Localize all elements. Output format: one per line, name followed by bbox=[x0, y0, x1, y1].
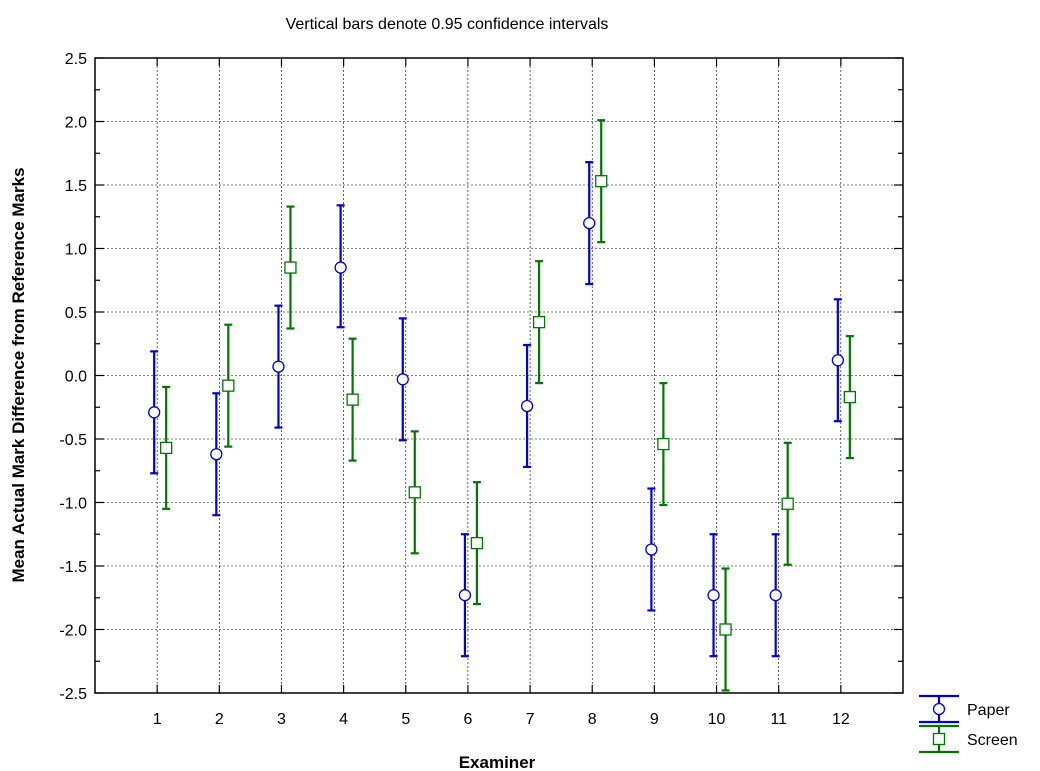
legend-item-screen: Screen bbox=[919, 724, 1018, 754]
data-point bbox=[408, 486, 421, 499]
data-point bbox=[222, 379, 235, 392]
legend-label: Paper bbox=[967, 702, 1010, 719]
x-tick-label: 2 bbox=[215, 711, 224, 728]
y-tick-label: 0.0 bbox=[65, 369, 87, 386]
x-tick-label: 11 bbox=[770, 711, 787, 728]
data-point bbox=[707, 589, 720, 602]
x-tick-label: 5 bbox=[401, 711, 410, 728]
y-tick-label: -1.0 bbox=[59, 496, 87, 513]
y-tick-label: 1.5 bbox=[65, 178, 87, 195]
x-tick-label: 8 bbox=[588, 711, 597, 728]
data-point bbox=[532, 316, 546, 329]
y-tick-labels: 2.5 2.0 1.5 1.0 0.5 0.0 -0.5 -1.0 -1.5 -2.0 -2.5 bbox=[59, 51, 87, 703]
x-tick-label: 3 bbox=[277, 711, 286, 728]
data-point bbox=[781, 497, 794, 510]
y-tick-label: -0.5 bbox=[59, 432, 87, 449]
legend-label: Screen bbox=[967, 732, 1018, 749]
series-layer bbox=[148, 119, 856, 692]
series-screen bbox=[160, 119, 856, 692]
x-axis-title: Examiner bbox=[459, 753, 536, 771]
x-tick-label: 9 bbox=[650, 711, 659, 728]
y-tick-label: -2.5 bbox=[59, 686, 87, 703]
y-tick-label: 2.5 bbox=[65, 51, 87, 68]
legend-marker bbox=[932, 702, 946, 716]
data-point bbox=[645, 543, 658, 556]
plot-frame bbox=[94, 57, 904, 694]
x-tick-label: 12 bbox=[832, 711, 850, 728]
data-point bbox=[583, 216, 596, 230]
y-tick-label: -2.0 bbox=[59, 623, 87, 640]
legend-marker bbox=[932, 732, 946, 746]
data-point bbox=[396, 373, 409, 386]
series-paper bbox=[148, 161, 844, 658]
x-tick-label: 4 bbox=[339, 711, 348, 728]
y-tick-label: -1.5 bbox=[59, 559, 87, 576]
data-point bbox=[284, 261, 297, 274]
data-point bbox=[346, 393, 359, 406]
x-tick-labels: 1 2 3 4 5 6 7 8 9 10 11 12 bbox=[153, 711, 850, 728]
data-point bbox=[272, 360, 285, 373]
data-point bbox=[657, 437, 670, 451]
data-point bbox=[843, 390, 856, 404]
legend-item-paper: Paper bbox=[919, 694, 1010, 724]
axis-ticks bbox=[95, 57, 903, 694]
data-point bbox=[210, 448, 223, 461]
data-point bbox=[595, 175, 608, 188]
x-tick-label: 7 bbox=[526, 711, 535, 728]
y-tick-label: 0.5 bbox=[65, 305, 87, 322]
x-tick-label: 10 bbox=[708, 711, 726, 728]
data-point bbox=[160, 441, 173, 455]
chart-subtitle: Vertical bars denote 0.95 confidence int… bbox=[286, 16, 609, 33]
data-point bbox=[719, 623, 732, 636]
data-point bbox=[334, 261, 347, 274]
x-tick-label: 6 bbox=[463, 711, 472, 728]
grid bbox=[95, 57, 903, 694]
legend: Paper Screen bbox=[919, 694, 1018, 754]
x-tick-label: 1 bbox=[153, 711, 162, 728]
data-point bbox=[470, 536, 484, 550]
data-point bbox=[831, 354, 844, 367]
y-tick-label: 1.0 bbox=[65, 242, 87, 259]
y-axis-title: Mean Actual Mark Difference from Referen… bbox=[9, 167, 28, 582]
data-point bbox=[148, 406, 161, 419]
data-point bbox=[769, 589, 782, 602]
data-point bbox=[458, 589, 472, 602]
y-tick-label: 2.0 bbox=[65, 115, 87, 132]
data-point bbox=[520, 399, 534, 413]
